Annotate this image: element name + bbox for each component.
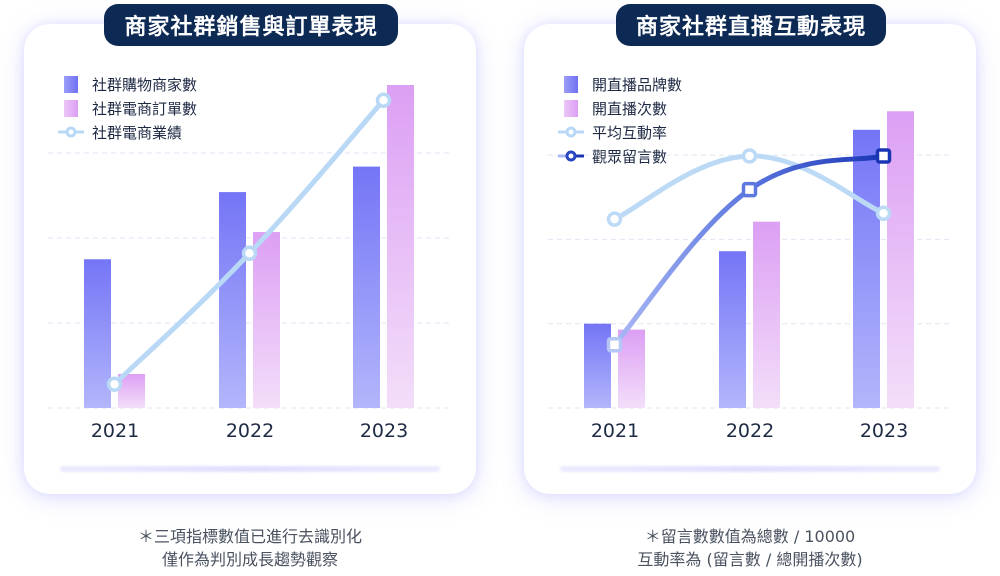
bar [387, 85, 414, 408]
legend-label: 平均互動率 [592, 123, 668, 142]
square-marker-icon [875, 148, 892, 164]
left-x-tick-2023: 2023 [359, 420, 409, 442]
circle-marker-icon [741, 148, 758, 164]
right-footnote-line2: 互動率為 (留言數 / 總開播次數) [637, 550, 863, 569]
bar [84, 259, 111, 408]
left-x-tick-2022: 2022 [225, 420, 275, 442]
right-x-tick-2023: 2023 [859, 420, 909, 442]
left-card-scroll-bar [60, 466, 440, 472]
legend-item-orders: 社群電商訂單數 [58, 96, 197, 120]
legend-label: 社群電商訂單數 [92, 99, 198, 118]
square-marker-icon [741, 181, 758, 198]
circle-marker-icon [606, 211, 623, 227]
legend-item-live-sessions: 開直播次數 [558, 96, 682, 120]
bar [584, 323, 611, 408]
right-chart-title: 商家社群直播互動表現 [616, 4, 886, 46]
bar [353, 166, 380, 408]
circle-marker-icon [375, 92, 392, 109]
legend-line-marker-icon [558, 150, 584, 162]
bar [719, 251, 746, 408]
left-footnote-line1: ＊三項指標數值已進行去識別化 [137, 527, 362, 546]
bar [753, 221, 780, 408]
bar [253, 232, 280, 408]
circle-marker-icon [875, 205, 892, 222]
left-chart-title: 商家社群銷售與訂單表現 [104, 4, 398, 46]
bar [887, 111, 914, 408]
legend-bar-swatch-icon [64, 99, 78, 117]
legend-bar-swatch-icon [64, 75, 78, 93]
legend-bar-swatch-icon [564, 75, 578, 93]
left-chart-plot [48, 85, 452, 409]
legend-label: 觀眾留言數 [592, 147, 668, 166]
square-marker-icon [606, 337, 623, 353]
right-card-scroll-bar [560, 466, 940, 472]
right-footnote-line1: ＊留言數數值為總數 / 10000 [644, 527, 856, 546]
circle-marker-icon [106, 376, 123, 392]
legend-item-live-brands: 開直播品牌數 [558, 72, 682, 96]
legend-item-engagement-rate: 平均互動率 [558, 120, 682, 144]
circle-marker-icon [241, 245, 258, 262]
legend-label: 社群電商業績 [92, 123, 183, 142]
legend-label: 社群購物商家數 [92, 75, 198, 94]
legend-label: 開直播品牌數 [592, 75, 683, 94]
legend-item-revenue: 社群電商業績 [58, 120, 197, 144]
right-chart-plot [548, 111, 952, 409]
legend-line-marker-icon [58, 126, 84, 138]
right-x-tick-2022: 2022 [725, 420, 775, 442]
right-chart-legend: 開直播品牌數 開直播次數 平均互動率 觀眾留言數 [558, 72, 682, 168]
legend-line-marker-icon [558, 126, 584, 138]
legend-label: 開直播次數 [592, 99, 668, 118]
bar [618, 329, 645, 408]
legend-item-merchants: 社群購物商家數 [58, 72, 197, 96]
left-footnote: ＊三項指標數值已進行去識別化 僅作為判別成長趨勢觀察 [0, 525, 500, 571]
left-chart-legend: 社群購物商家數 社群電商訂單數 社群電商業績 [58, 72, 197, 144]
bar [853, 129, 880, 408]
left-x-tick-2021: 2021 [90, 420, 140, 442]
bar [219, 192, 246, 408]
legend-item-comments: 觀眾留言數 [558, 144, 682, 168]
right-x-tick-2021: 2021 [590, 420, 640, 442]
left-footnote-line2: 僅作為判別成長趨勢觀察 [161, 550, 338, 569]
right-footnote: ＊留言數數值為總數 / 10000 互動率為 (留言數 / 總開播次數) [500, 525, 1000, 571]
legend-bar-swatch-icon [564, 99, 578, 117]
